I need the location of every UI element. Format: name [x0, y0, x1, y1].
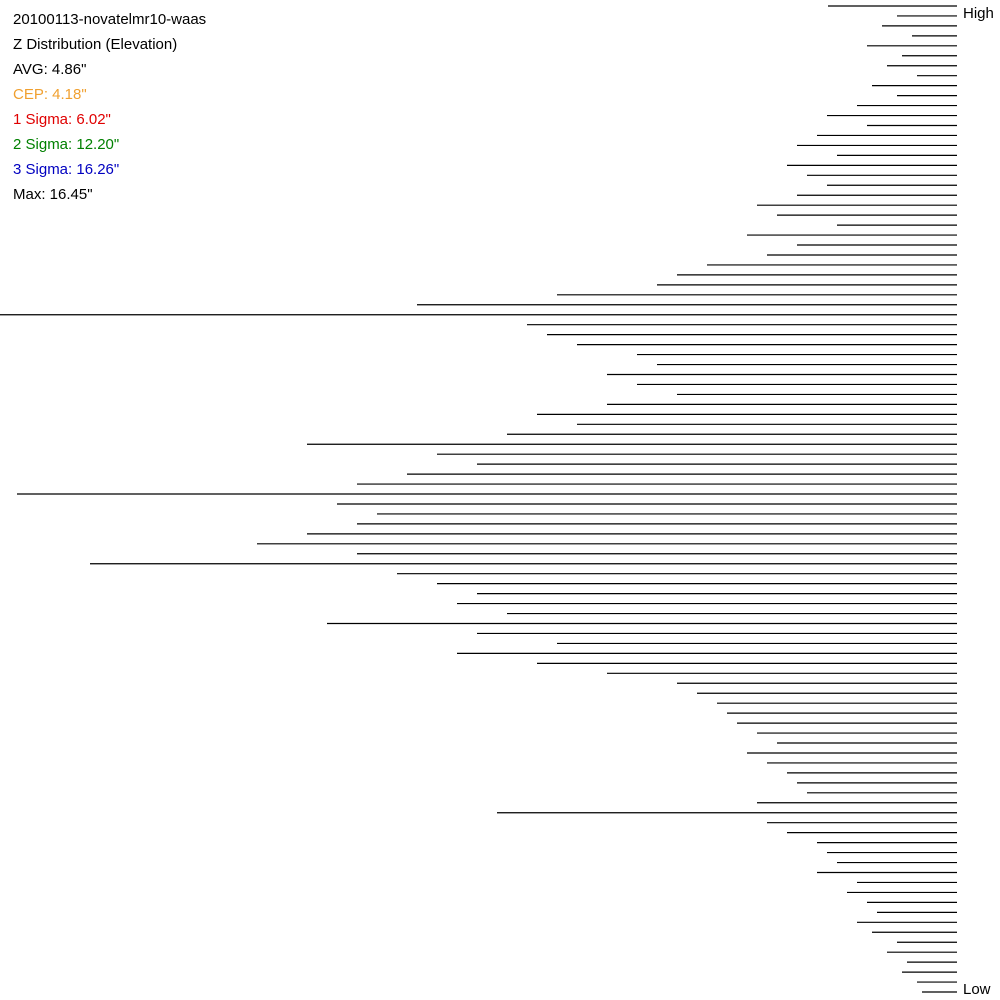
chart-title: 20100113-novatelmr10-waas: [13, 11, 206, 28]
stat-label: CEP: 4.18": [13, 86, 87, 103]
stat-label: Max: 16.45": [13, 186, 93, 203]
stat-label: 3 Sigma: 16.26": [13, 161, 119, 178]
chart-subtitle: Z Distribution (Elevation): [13, 36, 177, 53]
bottom-label: Low: [963, 981, 991, 998]
stat-label: AVG: 4.86": [13, 61, 86, 78]
stat-label: 2 Sigma: 12.20": [13, 136, 119, 153]
top-label: High: [963, 5, 994, 22]
stat-label: 1 Sigma: 6.02": [13, 111, 111, 128]
